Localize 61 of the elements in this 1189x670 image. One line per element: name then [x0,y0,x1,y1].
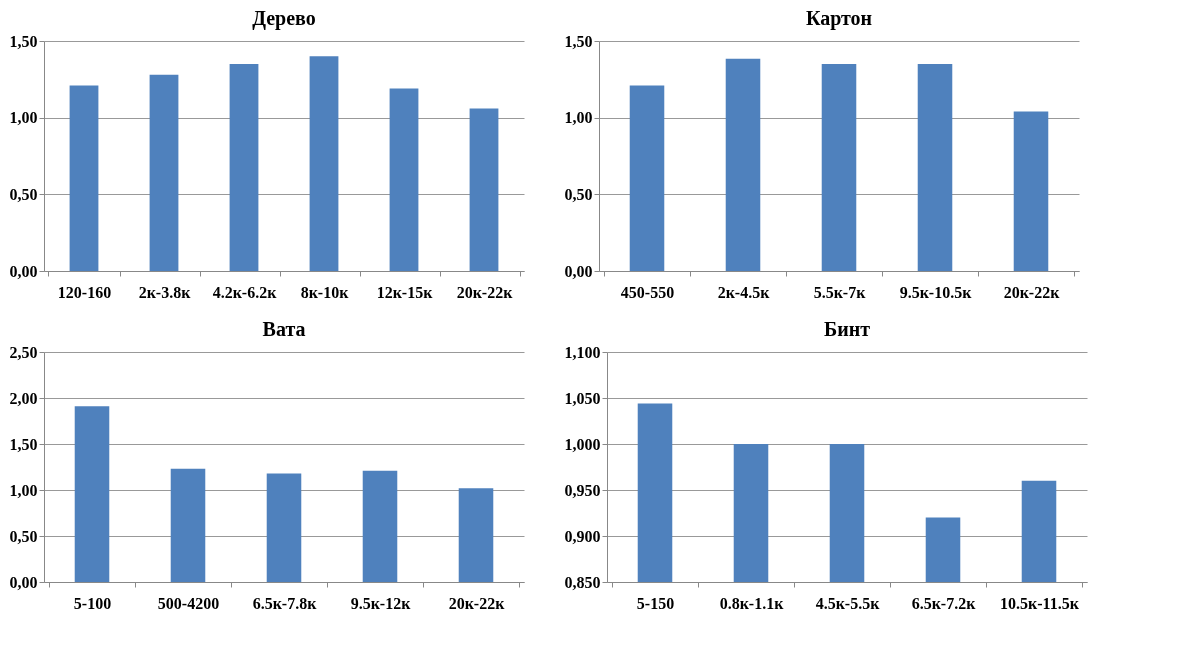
y-tick-label: 0,50 [564,185,593,203]
x-tick-label: 4.5к-5.5к [815,594,881,612]
x-tick-label: 6.5к-7.8к [252,594,318,612]
x-tick-label: 9.5к-12к [350,594,412,612]
chart-title: Картон [805,7,873,30]
bar [69,85,99,271]
x-tick-label: 4.2к-6.2к [212,283,278,301]
y-tick-label: 0,50 [9,185,38,203]
x-tick-label: 5.5к-7к [813,283,867,301]
y-tick-label: 1,50 [9,32,38,50]
x-tick-label: 5-150 [636,594,675,612]
y-tick-label: 1,00 [564,109,593,127]
y-tick-label: 0,50 [9,527,38,545]
x-tick-label: 500-4200 [157,594,220,612]
x-tick-label: 450-550 [620,283,675,301]
x-tick-label: 20к-22к [1003,283,1061,301]
y-tick-label: 1,00 [9,109,38,127]
bar [821,64,857,271]
x-tick-label: 0.8к-1.1к [719,594,785,612]
x-tick-label: 12к-15к [376,283,434,301]
y-tick-label: 0,00 [9,573,38,591]
x-tick-label: 9.5к-10.5к [899,283,973,301]
y-tick-label: 0,900 [564,527,601,545]
bar [266,473,302,582]
y-tick-label: 2,50 [9,343,38,361]
y-tick-label: 0,950 [564,481,601,499]
y-tick-label: 1,050 [564,389,601,407]
chart-title: Бинт [823,318,871,340]
bar [149,74,179,271]
x-tick-label: 120-160 [57,283,112,301]
x-tick-label: 20к-22к [448,594,506,612]
x-tick-label: 5-100 [73,594,112,612]
x-tick-label: 8к-10к [300,283,350,301]
bar [170,468,206,582]
y-tick-label: 1,100 [564,343,601,361]
x-tick-label: 10.5к-11.5к [1000,594,1080,612]
x-tick-label: 6.5к-7.2к [911,594,977,612]
bar [309,56,339,271]
bar [458,488,494,582]
bar [389,88,419,271]
x-tick-label: 2к-4.5к [717,283,771,301]
chart-title: Вата [262,318,306,340]
bar [1013,111,1049,271]
bar [725,58,761,271]
x-tick-label: 2к-3.8к [138,283,192,301]
y-tick-label: 0,00 [564,262,593,280]
bar [74,406,110,582]
chart-title: Дерево [252,7,316,30]
bar [917,64,953,271]
bar [469,108,499,271]
y-tick-label: 1,00 [9,481,38,499]
y-tick-label: 1,50 [9,435,38,453]
bar [362,470,398,582]
y-tick-label: 0,00 [9,262,38,280]
y-tick-label: 1,000 [564,435,601,453]
bar [229,64,259,271]
y-tick-label: 1,50 [564,32,593,50]
x-tick-label: 20к-22к [456,283,514,301]
y-tick-label: 2,00 [9,389,38,407]
bar [629,85,665,271]
y-tick-label: 0,850 [564,573,601,591]
